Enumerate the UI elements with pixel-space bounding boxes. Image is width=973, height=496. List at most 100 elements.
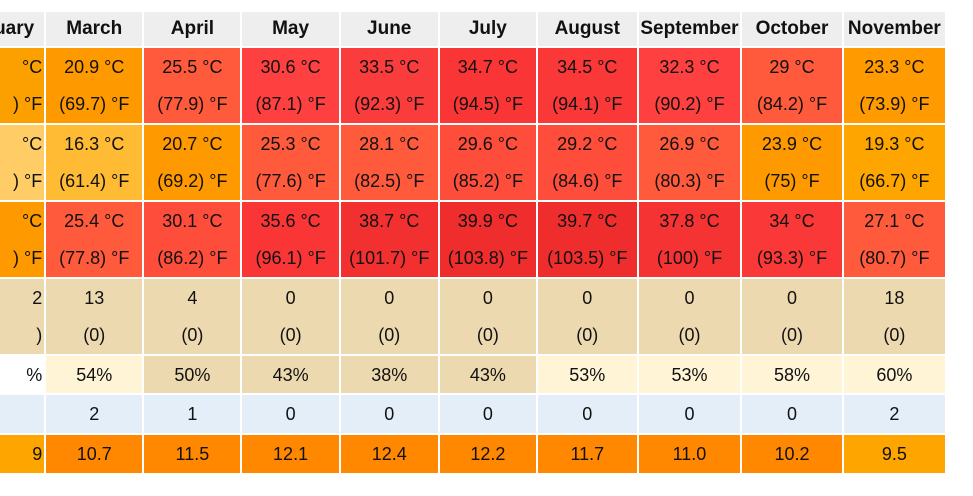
uv-cell: 11.0 bbox=[636, 433, 743, 475]
month-header: October bbox=[740, 10, 844, 48]
temp-cell: 25.4 °C (77.8) °F bbox=[44, 200, 145, 279]
days-cell: 0 bbox=[535, 393, 639, 435]
temp-cell: 33.5 °C (92.3) °F bbox=[338, 46, 440, 125]
uv-cell: 12.2 bbox=[437, 433, 538, 475]
temp-fahrenheit: (94.1) °F bbox=[552, 94, 623, 114]
days-cell: 0 bbox=[437, 393, 538, 435]
temp-cell: 34.5 °C (94.1) °F bbox=[535, 46, 639, 125]
precip-inch: ) bbox=[36, 325, 43, 345]
temp-cell: 16.3 °C (61.4) °F bbox=[44, 123, 145, 202]
month-header: November bbox=[841, 10, 948, 48]
temp-celsius: 37.8 °C bbox=[659, 211, 720, 231]
temp-cell: 29 °C (84.2) °F bbox=[740, 46, 844, 125]
temp-cell: 25.5 °C (77.9) °F bbox=[142, 46, 243, 125]
temp-celsius: 33.5 °C bbox=[359, 57, 420, 77]
temp-cell: 35.6 °C (96.1) °F bbox=[240, 200, 341, 279]
precip-mm: 0 bbox=[285, 288, 296, 308]
hum-cell: 43% bbox=[240, 354, 341, 395]
temp-celsius: 35.6 °C bbox=[260, 211, 321, 231]
hum-cell: 58% bbox=[740, 354, 844, 395]
hum-cell: 53% bbox=[636, 354, 743, 395]
temp-celsius: 27.1 °C bbox=[864, 211, 925, 231]
temp-fahrenheit: (93.3) °F bbox=[756, 248, 828, 268]
temp-fahrenheit: (96.1) °F bbox=[255, 248, 326, 268]
hum-cell: 38% bbox=[338, 354, 440, 395]
temp-celsius: °C bbox=[22, 57, 43, 77]
month-header: May bbox=[240, 10, 341, 48]
month-header: August bbox=[535, 10, 639, 48]
days-cell: 0 bbox=[240, 393, 341, 435]
temp-celsius: 25.5 °C bbox=[162, 57, 223, 77]
temp-cell: °C ) °F bbox=[0, 123, 47, 202]
month-header: June bbox=[338, 10, 440, 48]
days-cell: 0 bbox=[740, 393, 844, 435]
temp-celsius: 30.6 °C bbox=[260, 57, 321, 77]
precip-mm: 0 bbox=[684, 288, 695, 308]
temp-fahrenheit: (87.1) °F bbox=[255, 94, 326, 114]
temp-cell: 23.3 °C (73.9) °F bbox=[841, 46, 948, 125]
temp-celsius: 32.3 °C bbox=[659, 57, 720, 77]
uv-cell: 11.5 bbox=[142, 433, 243, 475]
temp-row: °C) °F 16.3 °C (61.4) °F 20.7 °C (69.2) °F 25… bbox=[0, 123, 948, 202]
temp-celsius: 34 °C bbox=[769, 211, 815, 231]
temp-cell: 34 °C (93.3) °F bbox=[740, 200, 844, 279]
temp-cell: 23.9 °C (75) °F bbox=[740, 123, 844, 202]
precip-row: 2) 13 (0) 4 (0) 0 (0) 0 (0) 0 (0) 0 (0) 0 (0) 0 (0) 18 (0) bbox=[0, 277, 948, 356]
precip-mm: 0 bbox=[384, 288, 395, 308]
temp-celsius: 29.6 °C bbox=[457, 134, 518, 154]
precip-inch: (0) bbox=[83, 325, 106, 345]
temp-celsius: 39.9 °C bbox=[457, 211, 518, 231]
temp-fahrenheit: (86.2) °F bbox=[157, 248, 228, 268]
precip-inch: (0) bbox=[181, 325, 204, 345]
precip-inch: (0) bbox=[678, 325, 701, 345]
temp-celsius: 23.3 °C bbox=[864, 57, 925, 77]
temp-row: °C) °F 20.9 °C (69.7) °F 25.5 °C (77.9) °F 30… bbox=[0, 46, 948, 125]
precip-inch: (0) bbox=[883, 325, 906, 345]
precip-mm: 2 bbox=[32, 288, 43, 308]
hum-cell: 50% bbox=[142, 354, 243, 395]
hum-row: % 54% 50% 43% 38% 43% 53% 53% 58% 60% bbox=[0, 354, 948, 395]
hum-cell: 54% bbox=[44, 354, 145, 395]
month-header: July bbox=[437, 10, 538, 48]
temp-fahrenheit: (82.5) °F bbox=[354, 171, 425, 191]
temp-cell: 34.7 °C (94.5) °F bbox=[437, 46, 538, 125]
temp-fahrenheit: (92.3) °F bbox=[354, 94, 425, 114]
precip-inch: (0) bbox=[378, 325, 401, 345]
days-cell: 0 bbox=[636, 393, 743, 435]
precip-cell: 0 (0) bbox=[240, 277, 341, 356]
precip-inch: (0) bbox=[476, 325, 499, 345]
temp-cell: 32.3 °C (90.2) °F bbox=[636, 46, 743, 125]
precip-mm: 4 bbox=[187, 288, 198, 308]
precip-cell: 0 (0) bbox=[535, 277, 639, 356]
precip-mm: 0 bbox=[482, 288, 493, 308]
hum-cell: 60% bbox=[841, 354, 948, 395]
temp-fahrenheit: ) °F bbox=[13, 171, 43, 191]
temp-cell: 27.1 °C (80.7) °F bbox=[841, 200, 948, 279]
temp-cell: 19.3 °C (66.7) °F bbox=[841, 123, 948, 202]
precip-cell: 0 (0) bbox=[636, 277, 743, 356]
month-header: September bbox=[636, 10, 743, 48]
precip-mm: 0 bbox=[582, 288, 593, 308]
precip-cell: 0 (0) bbox=[740, 277, 844, 356]
temp-celsius: 29 °C bbox=[769, 57, 815, 77]
uv-cell: 12.4 bbox=[338, 433, 440, 475]
temp-cell: 37.8 °C (100) °F bbox=[636, 200, 743, 279]
hum-cell: 53% bbox=[535, 354, 639, 395]
temp-celsius: °C bbox=[22, 134, 43, 154]
precip-cell: 0 (0) bbox=[437, 277, 538, 356]
temp-fahrenheit: (84.2) °F bbox=[756, 94, 828, 114]
temp-celsius: 26.9 °C bbox=[659, 134, 720, 154]
uv-row: 9 10.7 11.5 12.1 12.4 12.2 11.7 11.0 10.2 9.5 bbox=[0, 433, 948, 475]
precip-cell: 13 (0) bbox=[44, 277, 145, 356]
temp-celsius: 34.7 °C bbox=[457, 57, 518, 77]
temp-fahrenheit: (90.2) °F bbox=[654, 94, 725, 114]
temp-fahrenheit: (80.3) °F bbox=[654, 171, 725, 191]
days-cell bbox=[0, 393, 47, 435]
temp-fahrenheit: (69.7) °F bbox=[59, 94, 130, 114]
temp-fahrenheit: (84.6) °F bbox=[552, 171, 623, 191]
temp-cell: 39.7 °C (103.5) °F bbox=[535, 200, 639, 279]
temp-cell: 29.2 °C (84.6) °F bbox=[535, 123, 639, 202]
temp-fahrenheit: (75) °F bbox=[764, 171, 820, 191]
days-cell: 0 bbox=[338, 393, 440, 435]
temp-celsius: 20.7 °C bbox=[162, 134, 223, 154]
